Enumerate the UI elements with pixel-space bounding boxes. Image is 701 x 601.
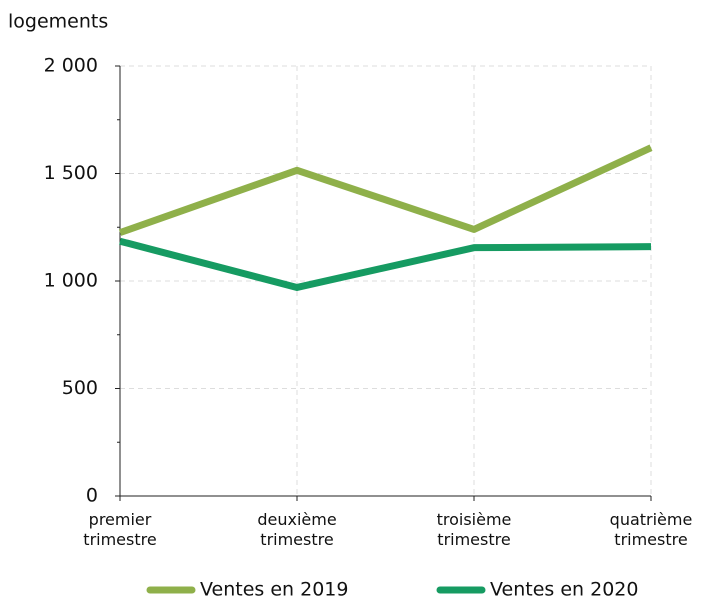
y-tick-label: 2 000 (44, 55, 98, 77)
x-tick-label: quatrième trimestre (609, 510, 693, 549)
x-tick-label: troisième trimestre (436, 510, 512, 549)
x-tick-label: premier trimestre (83, 510, 157, 549)
data-line (118, 144, 653, 236)
legend-label: Ventes en 2020 (490, 579, 638, 601)
y-tick-label: 500 (62, 377, 98, 399)
y-axis-label: logements (8, 11, 108, 33)
data-line (119, 237, 652, 291)
legend-label: Ventes en 2019 (200, 579, 348, 601)
y-tick-label: 1 500 (44, 162, 98, 184)
y-tick-label: 1 000 (44, 270, 98, 292)
y-tick-label: 0 (86, 485, 98, 507)
x-tick-label: deuxième trimestre (257, 510, 337, 549)
